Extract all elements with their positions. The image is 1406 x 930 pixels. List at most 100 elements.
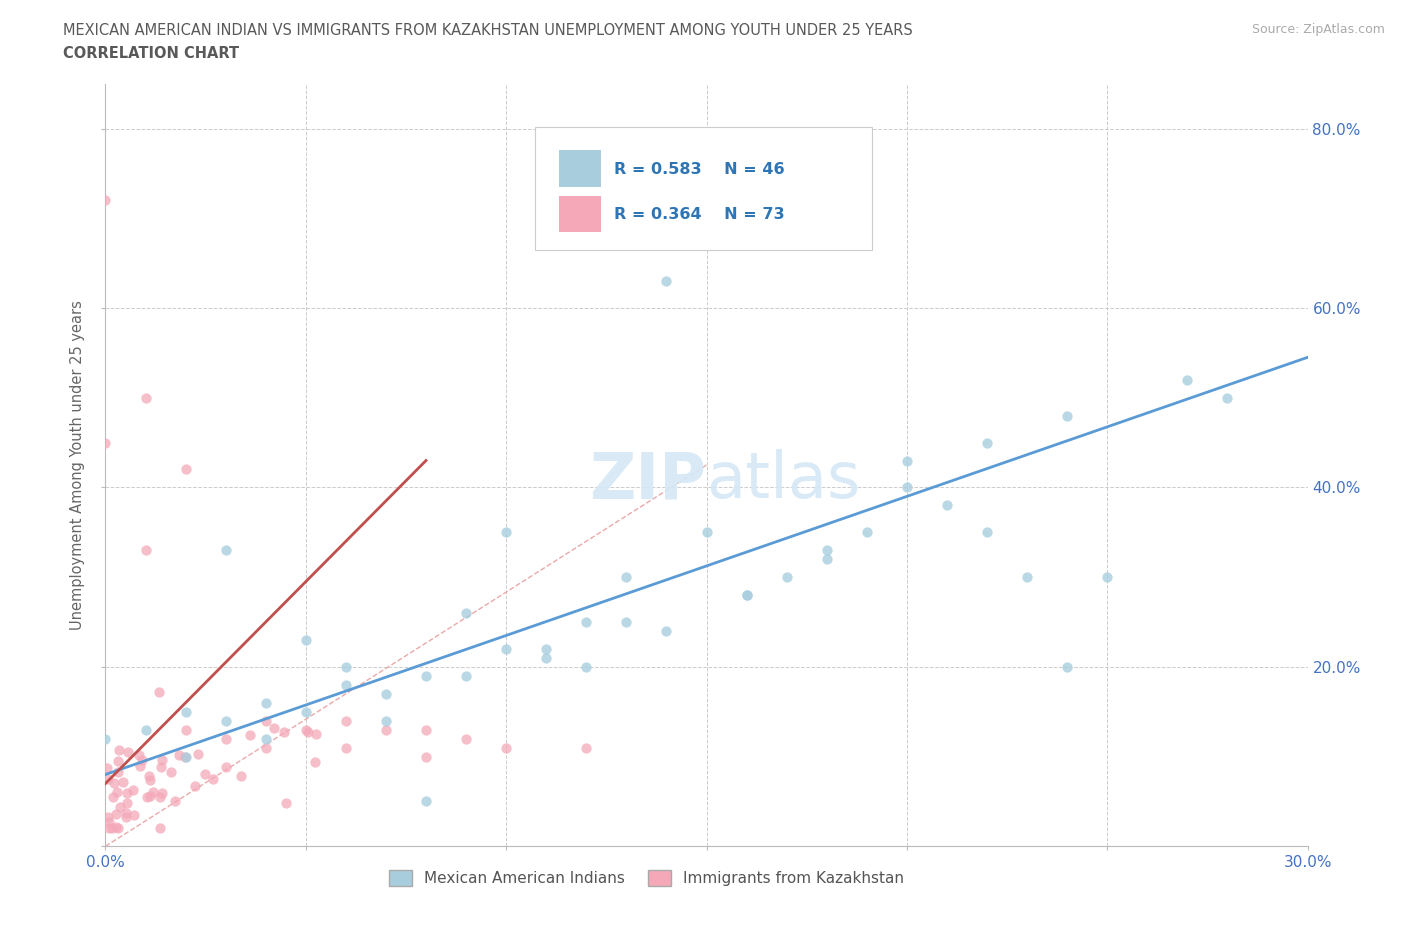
Point: [536, 650, 558, 665]
Point: [149, 790, 172, 804]
Point: [295, 723, 318, 737]
Point: [149, 760, 172, 775]
Point: [896, 453, 918, 468]
Point: [214, 731, 236, 746]
Point: [107, 753, 129, 768]
Point: [976, 525, 998, 539]
Point: [131, 752, 153, 767]
Point: [173, 750, 195, 764]
Point: [135, 790, 157, 804]
Point: [335, 740, 357, 755]
Point: [108, 742, 131, 757]
Point: [1056, 659, 1078, 674]
Point: [655, 623, 678, 638]
Point: [456, 605, 478, 620]
Point: [1097, 570, 1119, 585]
Text: R = 0.583    N = 46: R = 0.583 N = 46: [614, 162, 785, 177]
Point: [138, 773, 160, 788]
Point: [194, 766, 217, 781]
Point: [112, 775, 135, 790]
Point: [214, 713, 236, 728]
Point: [1056, 408, 1078, 423]
Point: [128, 747, 150, 762]
Legend: Mexican American Indians, Immigrants from Kazakhstan: Mexican American Indians, Immigrants fro…: [382, 864, 910, 892]
Y-axis label: Unemployment Among Youth under 25 years: Unemployment Among Youth under 25 years: [70, 300, 86, 630]
Point: [276, 795, 298, 810]
Point: [295, 632, 318, 647]
Text: CORRELATION CHART: CORRELATION CHART: [63, 46, 239, 61]
FancyBboxPatch shape: [558, 196, 600, 232]
Point: [97, 809, 120, 824]
Point: [98, 821, 121, 836]
Point: [495, 642, 517, 657]
Point: [239, 728, 262, 743]
Point: [254, 713, 277, 728]
FancyBboxPatch shape: [558, 150, 600, 187]
Point: [159, 764, 181, 779]
Point: [896, 480, 918, 495]
Point: [135, 543, 157, 558]
Point: [855, 525, 877, 539]
Text: MEXICAN AMERICAN INDIAN VS IMMIGRANTS FROM KAZAKHSTAN UNEMPLOYMENT AMONG YOUTH U: MEXICAN AMERICAN INDIAN VS IMMIGRANTS FR…: [63, 23, 912, 38]
Point: [616, 570, 638, 585]
Point: [297, 724, 319, 739]
Point: [976, 435, 998, 450]
Point: [655, 273, 678, 288]
Text: ZIP: ZIP: [589, 449, 707, 512]
Point: [107, 764, 129, 779]
Text: R = 0.364    N = 73: R = 0.364 N = 73: [614, 207, 785, 222]
Point: [495, 525, 517, 539]
Point: [1216, 391, 1239, 405]
Point: [616, 615, 638, 630]
Point: [117, 786, 139, 801]
Point: [335, 713, 357, 728]
Point: [104, 819, 127, 834]
Point: [815, 551, 838, 566]
FancyBboxPatch shape: [534, 127, 872, 250]
Point: [263, 721, 285, 736]
Point: [415, 669, 437, 684]
Point: [142, 785, 165, 800]
Point: [184, 778, 207, 793]
Point: [254, 696, 277, 711]
Point: [456, 669, 478, 684]
Point: [214, 543, 236, 558]
Point: [415, 750, 437, 764]
Point: [304, 754, 326, 769]
Point: [135, 391, 157, 405]
Point: [305, 727, 328, 742]
Point: [696, 525, 718, 539]
Point: [415, 794, 437, 809]
Point: [735, 588, 758, 603]
Point: [815, 543, 838, 558]
Point: [776, 570, 799, 585]
Point: [135, 723, 157, 737]
Point: [575, 615, 598, 630]
Point: [415, 723, 437, 737]
Point: [94, 435, 117, 450]
Point: [229, 768, 252, 783]
Point: [163, 794, 186, 809]
Point: [96, 771, 118, 786]
Point: [375, 723, 398, 737]
Point: [174, 462, 197, 477]
Text: Source: ZipAtlas.com: Source: ZipAtlas.com: [1251, 23, 1385, 36]
Point: [735, 588, 758, 603]
Point: [103, 790, 125, 804]
Point: [115, 809, 138, 824]
Point: [254, 731, 277, 746]
Point: [273, 725, 295, 740]
Point: [98, 815, 121, 830]
Point: [94, 193, 117, 207]
Point: [139, 788, 162, 803]
Point: [295, 704, 318, 719]
Point: [138, 768, 160, 783]
Point: [117, 795, 139, 810]
Point: [108, 799, 131, 814]
Point: [115, 805, 138, 820]
Point: [104, 807, 127, 822]
Point: [187, 747, 209, 762]
Point: [174, 704, 197, 719]
Point: [129, 759, 152, 774]
Point: [375, 713, 398, 728]
